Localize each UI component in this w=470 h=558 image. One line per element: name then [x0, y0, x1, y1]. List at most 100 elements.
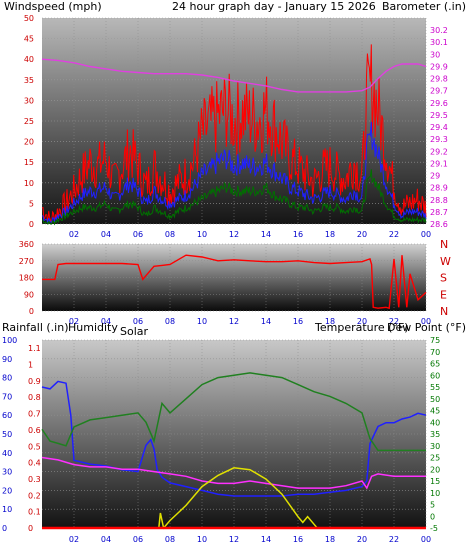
x-tick-label: 08: [165, 230, 175, 239]
barometer-tick-label: 28.9: [430, 184, 448, 193]
x-tick-label: 18: [325, 317, 335, 326]
dewpoint-axis-title: Dew Point (°F): [387, 321, 466, 334]
barometer-tick-label: 28.7: [430, 208, 448, 217]
barometer-tick-label: 29: [430, 172, 440, 181]
barometer-tick-label: 29.3: [430, 135, 448, 144]
rain-tick-label: 0.6: [28, 426, 41, 435]
direction-series-layer: [42, 254, 427, 310]
temperature-tick-label: 25: [430, 454, 440, 463]
barometer-tick-label: 30: [430, 50, 440, 59]
direction-tick-label: 90: [24, 290, 34, 299]
temperature-tick-label: 70: [430, 348, 440, 357]
temperature-tick-label: 60: [430, 371, 440, 380]
barometer-tick-label: 29.5: [430, 111, 448, 120]
humidity-tick-label: 90: [2, 355, 12, 364]
temperature-tick-label: 35: [430, 430, 440, 439]
x-tick-label: 02: [69, 535, 79, 544]
temperature-tick-label: 0: [430, 512, 435, 521]
humidity-line: [41, 380, 427, 497]
wind-tick-label: 50: [24, 14, 34, 23]
axis-labels-layer: 0510152025303540455028.628.728.828.92929…: [2, 14, 451, 544]
rain-tick-label: 0.4: [28, 459, 41, 468]
barometer-tick-label: 29.4: [430, 123, 448, 132]
humidity-tick-label: 30: [2, 468, 12, 477]
temperature-tick-label: -5: [430, 524, 438, 533]
humidity-tick-label: 60: [2, 411, 12, 420]
wind-axis-title: Windspeed (mph): [4, 0, 102, 13]
temperature-axis-title: Temperature (°F): [314, 321, 409, 334]
dewpoint-line: [41, 456, 426, 490]
x-tick-label: 22: [389, 317, 399, 326]
wind-tick-label: 30: [24, 96, 34, 105]
wind-tick-label: 15: [24, 158, 34, 167]
graph-date-title: 24 hour graph day - January 15 2026: [172, 0, 376, 13]
wind-average-line: [41, 121, 427, 224]
x-tick-label: 12: [229, 317, 239, 326]
barometer-tick-label: 29.6: [430, 99, 448, 108]
rainfall-axis-title: Rainfall (.in): [2, 321, 69, 334]
x-tick-label: 06: [133, 535, 143, 544]
direction-tick-label: 360: [19, 240, 34, 249]
humidity-tick-label: 10: [2, 505, 12, 514]
x-tick-label: 18: [325, 535, 335, 544]
temperature-tick-label: 30: [430, 442, 440, 451]
barometer-tick-label: 29.8: [430, 75, 448, 84]
temperature-tick-label: 65: [430, 360, 440, 369]
x-tick-label: 22: [389, 230, 399, 239]
x-tick-label: 02: [69, 317, 79, 326]
x-tick-label: 14: [261, 317, 271, 326]
rain-tick-label: 0.9: [28, 377, 41, 386]
direction-line: [42, 254, 427, 310]
barometer-tick-label: 29.9: [430, 62, 448, 71]
wind-tick-label: 35: [24, 76, 34, 85]
weather-series-layer: [41, 372, 427, 530]
barometer-tick-label: 30.2: [430, 26, 448, 35]
x-tick-label: 04: [101, 230, 111, 239]
x-tick-label: 08: [165, 535, 175, 544]
wind-tick-label: 40: [24, 55, 34, 64]
wind-tick-label: 0: [29, 220, 34, 229]
x-tick-label: 10: [197, 535, 207, 544]
x-tick-label: 06: [133, 230, 143, 239]
rain-tick-label: 0.2: [28, 491, 41, 500]
x-tick-label: 16: [293, 230, 303, 239]
x-tick-label: 16: [293, 317, 303, 326]
x-tick-label: 08: [165, 317, 175, 326]
wind-tick-label: 10: [24, 179, 34, 188]
compass-tick-label: N: [440, 305, 448, 318]
barometer-tick-label: 28.8: [430, 196, 448, 205]
temperature-tick-label: 10: [430, 489, 440, 498]
temperature-tick-label: 45: [430, 407, 440, 416]
wind-tick-label: 45: [24, 35, 34, 44]
wind-tick-label: 5: [29, 199, 34, 208]
direction-tick-label: 180: [19, 274, 34, 283]
humidity-tick-label: 80: [2, 374, 12, 383]
x-tick-label: 06: [133, 317, 143, 326]
x-tick-label: 00: [421, 230, 431, 239]
barometer-tick-label: 29.7: [430, 87, 448, 96]
humidity-tick-label: 20: [2, 486, 12, 495]
barometer-tick-label: 30.1: [430, 38, 448, 47]
temperature-tick-label: 40: [430, 418, 440, 427]
compass-tick-label: N: [440, 238, 448, 251]
humidity-tick-label: 0: [2, 524, 7, 533]
x-tick-label: 04: [101, 317, 111, 326]
compass-tick-label: S: [440, 272, 447, 285]
temperature-line: [41, 372, 426, 452]
x-tick-label: 10: [197, 317, 207, 326]
humidity-tick-label: 100: [2, 336, 17, 345]
wind-tick-label: 25: [24, 117, 34, 126]
compass-tick-label: E: [440, 288, 447, 301]
rain-tick-label: 0: [28, 524, 33, 533]
temperature-tick-label: 5: [430, 501, 435, 510]
x-tick-label: 14: [261, 230, 271, 239]
temperature-tick-label: 20: [430, 465, 440, 474]
compass-tick-label: W: [440, 255, 451, 268]
x-tick-label: 12: [229, 535, 239, 544]
x-tick-label: 04: [101, 535, 111, 544]
x-tick-label: 22: [389, 535, 399, 544]
rain-tick-label: 0.5: [28, 442, 41, 451]
x-tick-label: 00: [421, 317, 431, 326]
